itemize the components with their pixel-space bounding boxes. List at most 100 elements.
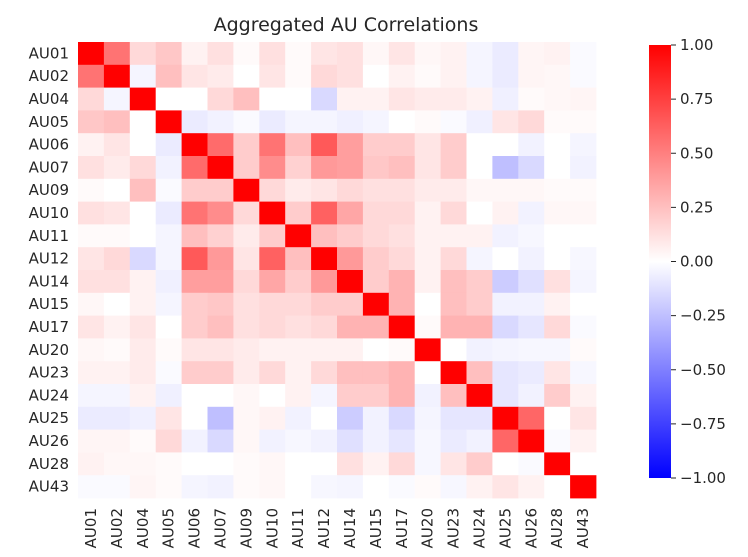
heatmap-cell <box>337 201 364 225</box>
heatmap-cell <box>311 475 338 499</box>
y-tick-label: AU17 <box>29 318 69 336</box>
heatmap-cell <box>129 87 157 111</box>
heatmap-cell <box>544 315 571 339</box>
heatmap-cell <box>285 270 312 294</box>
heatmap-cell <box>233 384 260 408</box>
heatmap-cell <box>181 110 208 134</box>
chart-title: Aggregated AU Correlations <box>214 14 479 36</box>
heatmap-cell <box>466 315 493 339</box>
heatmap-cell <box>155 133 182 157</box>
heatmap-cell <box>440 133 467 157</box>
heatmap-cell <box>466 361 493 385</box>
colorbar-tick-label: −0.25 <box>680 307 726 325</box>
heatmap-cell <box>233 338 260 362</box>
heatmap-cell <box>337 247 364 271</box>
heatmap-cell <box>388 292 416 316</box>
heatmap-cell <box>362 247 390 271</box>
heatmap-cell <box>233 133 260 157</box>
heatmap-cell <box>181 247 208 271</box>
heatmap-cell <box>388 201 416 225</box>
colorbar-tick-label: −0.50 <box>680 361 726 379</box>
y-tick-label: AU06 <box>29 136 69 154</box>
heatmap-cell <box>362 178 390 202</box>
y-tick-label: AU11 <box>29 227 69 245</box>
heatmap-cell <box>518 110 545 134</box>
heatmap-cell <box>103 384 131 408</box>
heatmap-cell <box>207 270 234 294</box>
heatmap-cell <box>233 406 260 430</box>
heatmap-cell <box>103 133 131 157</box>
heatmap-cell <box>259 429 286 453</box>
y-tick-label: AU14 <box>29 272 69 290</box>
heatmap-cell <box>103 429 131 453</box>
heatmap-cell <box>492 224 519 248</box>
heatmap-cell <box>285 292 312 316</box>
heatmap-cell <box>492 429 519 453</box>
heatmap-cell <box>233 64 260 88</box>
heatmap-cell <box>440 429 467 453</box>
heatmap-cell <box>259 270 286 294</box>
heatmap-cell <box>155 64 182 88</box>
heatmap-cell <box>181 338 208 362</box>
heatmap-cell <box>337 384 364 408</box>
heatmap-cell <box>544 406 571 430</box>
heatmap-cell <box>259 247 286 271</box>
heatmap-cell <box>414 429 441 453</box>
heatmap-cell <box>362 338 390 362</box>
heatmap-cell <box>155 475 182 499</box>
heatmap-cell <box>466 201 493 225</box>
x-tick-label: AU01 <box>82 508 100 548</box>
heatmap-cell <box>181 133 208 157</box>
heatmap-cell <box>207 156 234 180</box>
heatmap-cell <box>518 452 545 476</box>
colorbar-tick-label: 0.50 <box>680 144 713 162</box>
heatmap-cell <box>362 110 390 134</box>
heatmap-cell <box>129 156 157 180</box>
heatmap-cell <box>78 270 105 294</box>
x-tick-label: AU17 <box>393 508 411 548</box>
heatmap-cell <box>207 429 234 453</box>
heatmap-cell <box>388 406 416 430</box>
y-tick-label: AU25 <box>29 409 69 427</box>
heatmap-cell <box>492 270 519 294</box>
x-tick-label: AU43 <box>574 508 592 548</box>
heatmap-cell <box>414 64 441 88</box>
heatmap-cell <box>414 338 441 362</box>
y-tick-label: AU10 <box>29 204 69 222</box>
heatmap-cell <box>440 224 467 248</box>
heatmap-cell <box>570 224 597 248</box>
heatmap-cell <box>259 406 286 430</box>
heatmap-cell <box>362 156 390 180</box>
heatmap-cell <box>414 384 441 408</box>
y-tick-label: AU04 <box>29 90 69 108</box>
heatmap-cell <box>492 292 519 316</box>
heatmap-cell <box>492 338 519 362</box>
heatmap-cell <box>570 64 597 88</box>
heatmap-cell <box>440 42 467 66</box>
heatmap-cell <box>388 475 416 499</box>
heatmap-cell <box>233 247 260 271</box>
heatmap-cell <box>78 224 105 248</box>
heatmap-cell <box>155 270 182 294</box>
heatmap-cell <box>440 87 467 111</box>
heatmap-cell <box>388 42 416 66</box>
heatmap-cell <box>78 110 105 134</box>
heatmap-cell <box>103 475 131 499</box>
heatmap-cell <box>544 475 571 499</box>
heatmap-cell <box>388 110 416 134</box>
heatmap-cell <box>233 110 260 134</box>
heatmap-cell <box>440 201 467 225</box>
heatmap-cell <box>311 315 338 339</box>
y-tick-label: AU05 <box>29 113 69 131</box>
heatmap-cell <box>155 247 182 271</box>
heatmap-cell <box>311 133 338 157</box>
heatmap-cell <box>337 270 364 294</box>
heatmap-cell <box>129 178 157 202</box>
heatmap-cell <box>466 384 493 408</box>
heatmap-cell <box>362 42 390 66</box>
heatmap-cell <box>78 361 105 385</box>
heatmap-cell <box>155 87 182 111</box>
heatmap-cell <box>285 429 312 453</box>
heatmap-cell <box>129 384 157 408</box>
